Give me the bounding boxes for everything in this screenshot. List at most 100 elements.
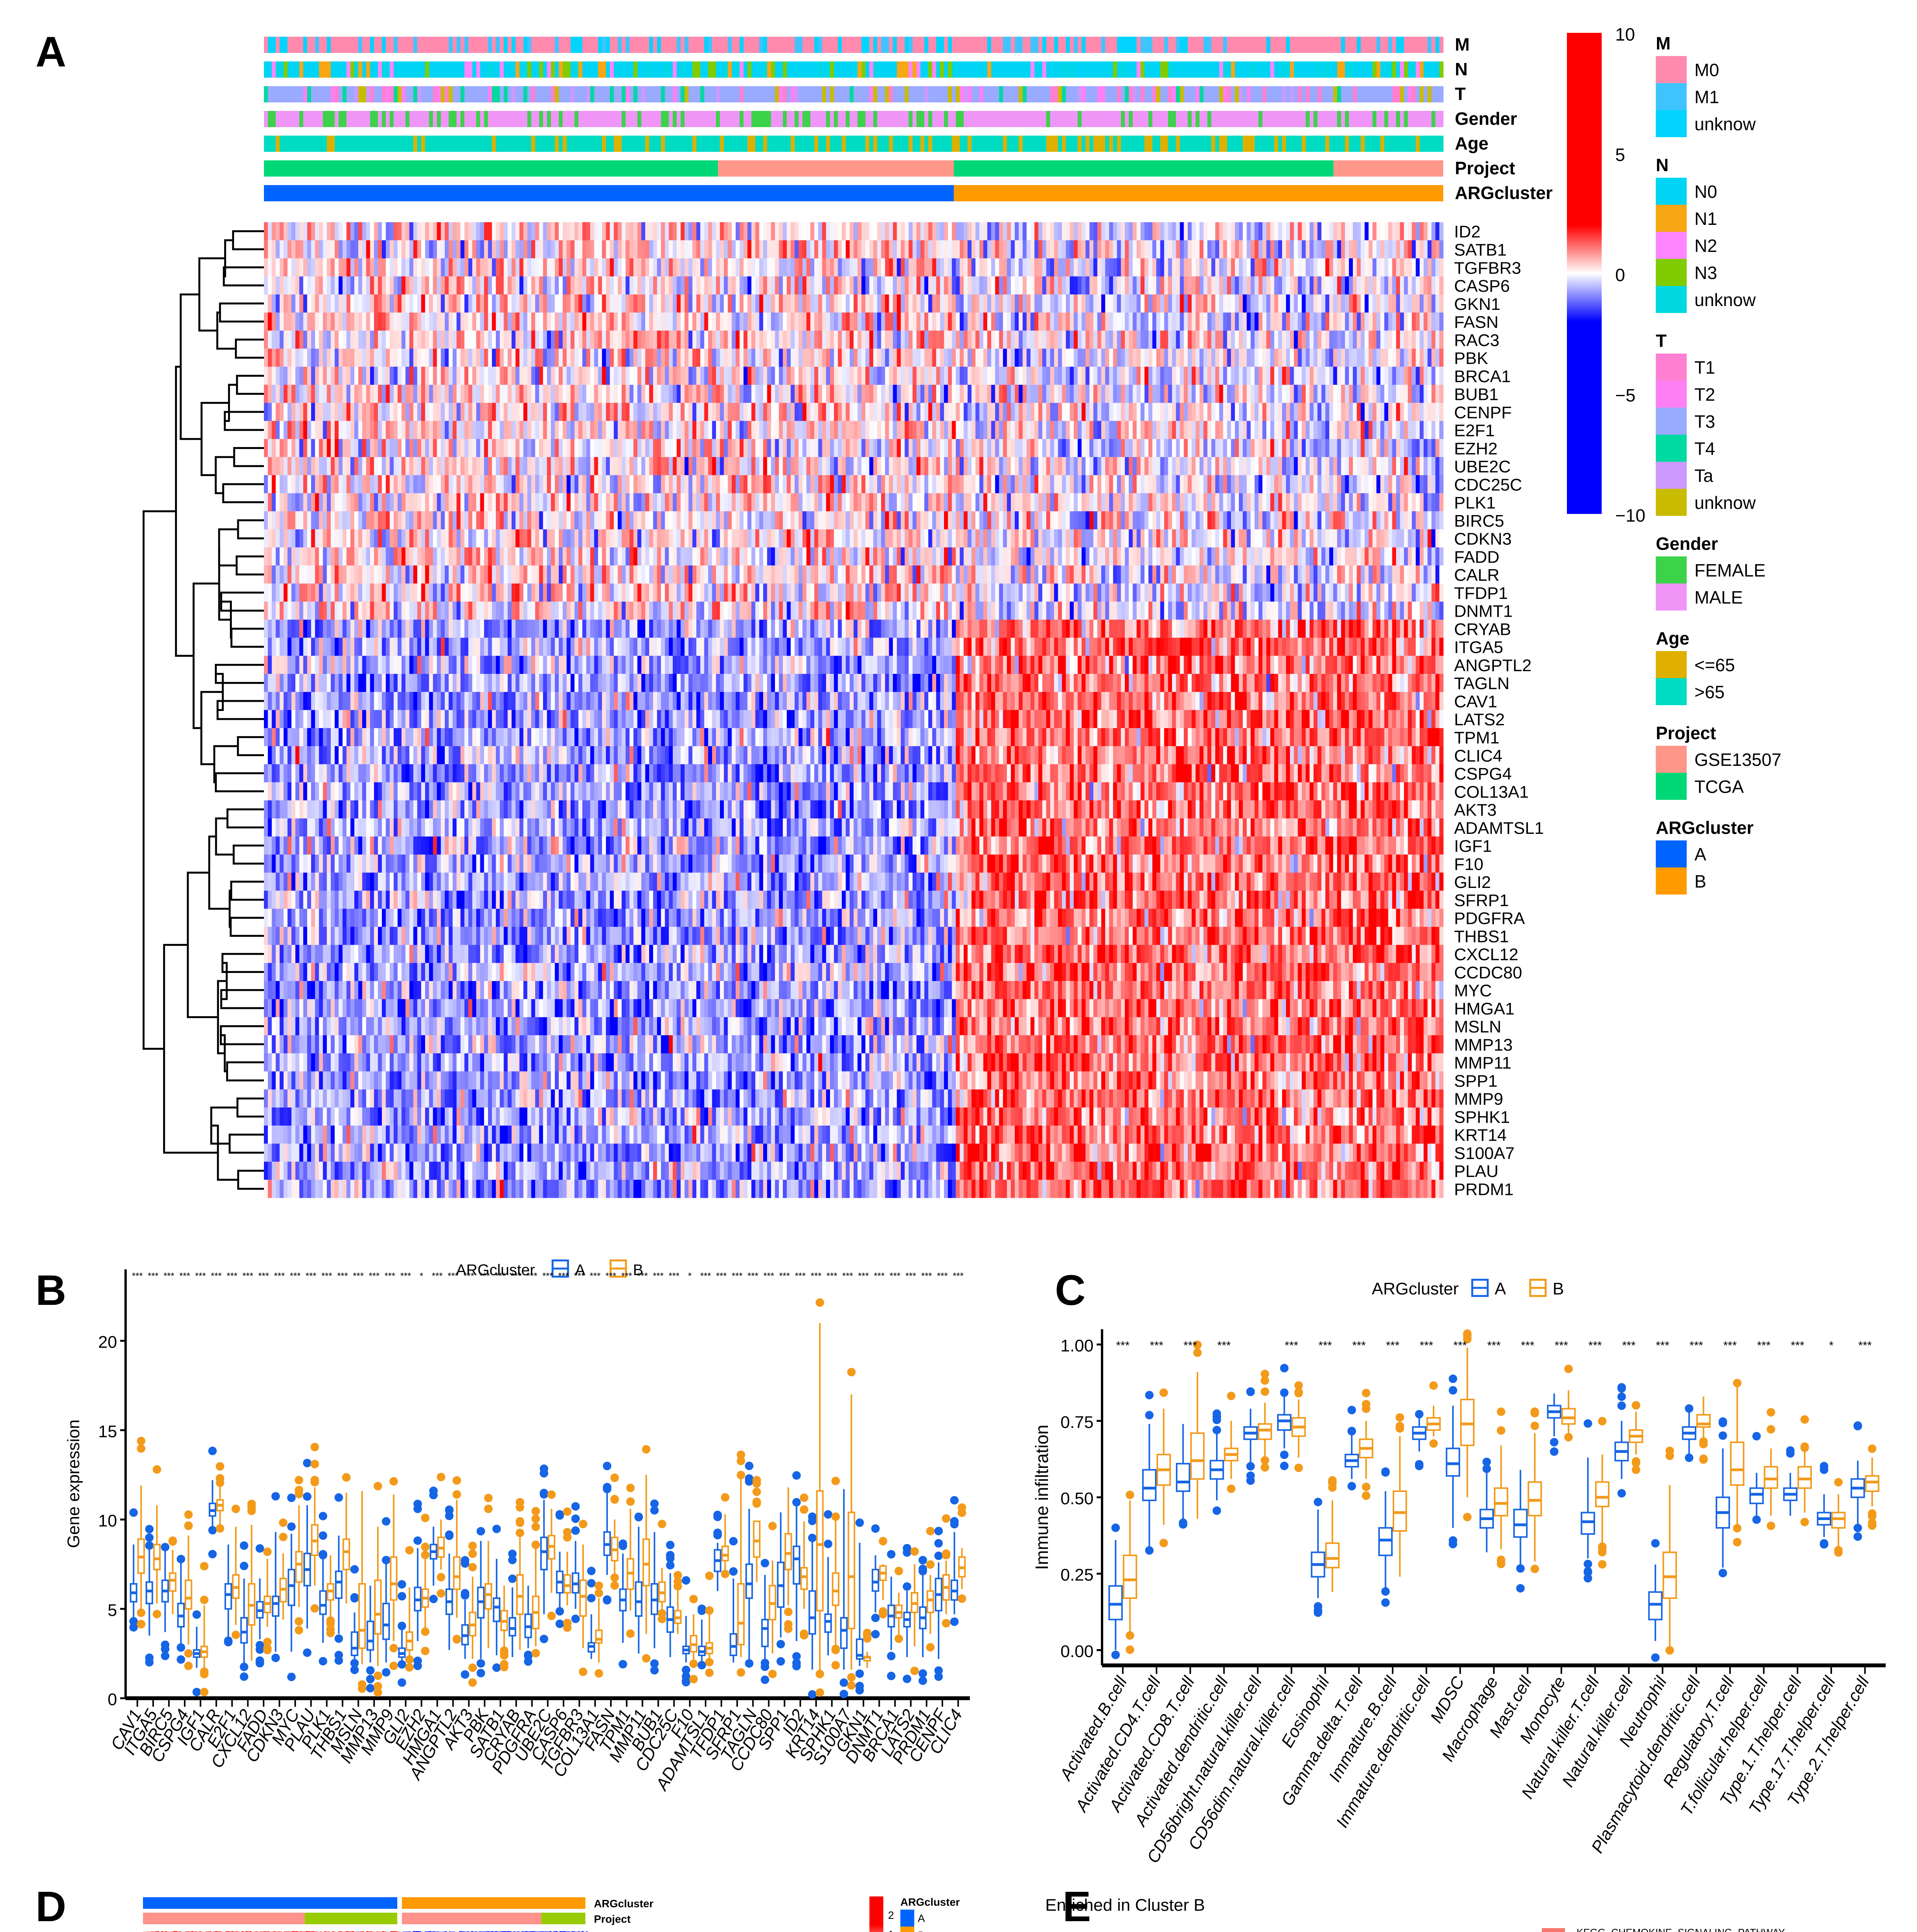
heatmap-cell [885,330,890,349]
track-cell [488,111,492,127]
heatmap-cell [924,403,929,421]
heatmap-cell [1066,367,1070,385]
heatmap-cell [354,312,359,331]
heatmap-cell [1345,276,1349,295]
heatmap-cell [1254,258,1259,277]
track-cell [1215,61,1220,78]
heatmap-cell [405,276,410,295]
heatmap-cell [975,294,980,313]
track-cell [378,86,382,102]
track-cell [932,61,937,78]
heatmap-cell [464,384,469,403]
track-cell [861,86,866,102]
track-cell [1113,37,1118,53]
heatmap-cell [673,312,677,331]
track-cell [1089,61,1094,78]
track-cell [511,61,516,78]
heatmap-cell [645,294,650,313]
heatmap-cell [1191,349,1196,367]
heatmap-cell [1424,349,1428,367]
track-cell [299,111,304,127]
heatmap-cell [779,421,783,439]
heatmap-cell [1270,258,1275,277]
track-cell [1250,61,1255,78]
track-cell [645,86,650,102]
heatmap-cell [842,349,846,367]
heatmap-cell [1019,240,1023,259]
heatmap-cell [1266,403,1271,421]
track-cell [735,136,740,152]
heatmap-cell [680,421,685,439]
track-cell [728,136,732,152]
track-cell [1305,61,1310,78]
track-cell [1415,86,1420,102]
heatmap-cell [1129,349,1133,367]
heatmap-cell [472,367,476,385]
heatmap-cell [1148,403,1153,421]
heatmap-cell [830,349,834,367]
heatmap-cell [586,384,590,403]
heatmap-cell [444,403,449,421]
track-cell [484,37,488,53]
heatmap-cell [1250,240,1255,259]
heatmap-cell [1097,349,1102,367]
track-cell [551,61,555,78]
heatmap-cell [1113,258,1118,277]
heatmap-cell [771,330,776,349]
heatmap-cell [625,294,630,313]
heatmap-cell [315,367,320,385]
heatmap-cell [782,384,787,403]
track-cell [1243,136,1247,152]
track-cell [956,61,960,78]
track-cell [959,86,964,102]
heatmap-cell [782,330,787,349]
heatmap-cell [1077,222,1082,241]
heatmap-cell [307,403,311,421]
heatmap-cell [731,312,736,331]
track-cell [393,136,398,152]
track-cell [1148,61,1153,78]
track-cell [1310,136,1314,152]
heatmap-cell [503,222,508,241]
track-cell [1034,136,1039,152]
track-cell [1184,136,1188,152]
heatmap-cell [751,312,756,331]
heatmap-cell [590,258,595,277]
heatmap-cell [566,294,571,313]
heatmap-cell [1148,349,1153,367]
heatmap-cell [1026,384,1031,403]
track-cell [311,86,315,102]
heatmap-cell [1435,367,1440,385]
track-cell [578,111,583,127]
heatmap-cell [1203,403,1208,421]
heatmap-cell [1156,222,1161,241]
heatmap-cell [968,276,972,295]
heatmap-cell [425,240,429,259]
track-segment-gse13507 [1334,160,1443,177]
track-cell [633,37,638,53]
heatmap-cell [877,330,881,349]
track-cell [873,136,878,152]
track-cell [397,111,402,127]
heatmap-cell [893,222,897,241]
track-cell [1424,61,1428,78]
heatmap-cell [1124,367,1129,385]
heatmap-cell [1376,367,1381,385]
heatmap-cell [944,294,948,313]
heatmap-cell [873,222,878,241]
heatmap-cell [555,258,559,277]
track-cell [1282,37,1286,53]
heatmap-cell [720,258,724,277]
track-cell [574,111,579,127]
heatmap-cell [1082,222,1086,241]
track-cell [417,37,422,53]
heatmap-cell [759,294,764,313]
heatmap-cell [1038,294,1043,313]
track-cell [1160,61,1165,78]
track-cell [1046,86,1051,102]
heatmap-cell [606,330,610,349]
heatmap-cell [1250,222,1255,241]
heatmap-cell [1270,349,1275,367]
heatmap-cell [625,258,630,277]
heatmap-cell [358,258,362,277]
